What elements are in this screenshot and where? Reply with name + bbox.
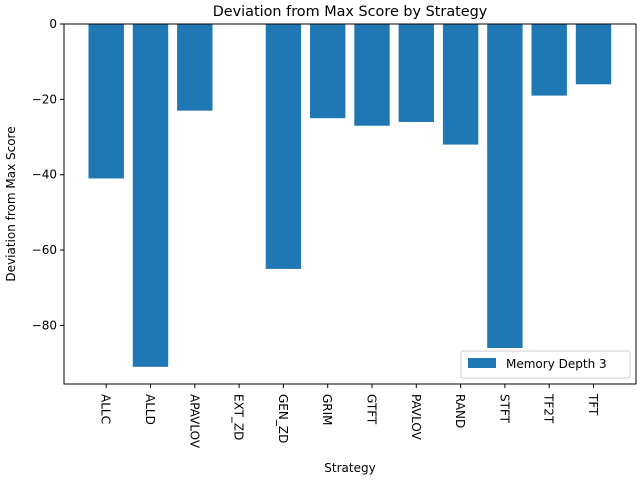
x-axis-title: Strategy <box>324 461 375 475</box>
x-tick-label: STFT <box>497 394 511 424</box>
bar-gtft <box>354 24 390 126</box>
bar-apavlov <box>177 24 213 111</box>
x-tick-label: GEN_ZD <box>276 394 290 443</box>
x-tick-label: TF2T <box>542 393 556 424</box>
x-tick-label: ALLD <box>143 394 157 425</box>
bars-group <box>88 24 612 367</box>
bar-alld <box>132 24 169 367</box>
y-tick-label: −40 <box>32 168 57 182</box>
y-tick-label: −20 <box>32 92 57 106</box>
x-tick-label: GRIM <box>320 394 334 426</box>
y-tick-label: −60 <box>32 243 57 257</box>
x-tick-label: PAVLOV <box>409 394 423 441</box>
bar-allc <box>88 24 124 179</box>
y-axis: 0 −20 −40 −60 −80 <box>32 17 64 332</box>
bar-stft <box>487 24 523 349</box>
x-tick-label: GTFT <box>365 394 379 425</box>
x-tick-label: RAND <box>453 394 467 428</box>
bar-grim <box>310 24 346 119</box>
bar-tf2t <box>531 24 567 96</box>
x-tick-label: EXT_ZD <box>232 394 246 440</box>
bar-tft <box>575 24 612 85</box>
legend: Memory Depth 3 <box>460 350 631 379</box>
x-tick-label: TFT <box>586 393 600 416</box>
bar-gen-zd <box>265 24 302 269</box>
legend-swatch <box>468 358 496 368</box>
bar-pavlov <box>398 24 434 122</box>
y-axis-title: Deviation from Max Score <box>4 126 18 281</box>
x-axis: ALLC ALLD APAVLOV EXT_ZD GEN_ZD GRIM GTFT PAVLO… <box>99 384 600 449</box>
chart-title: Deviation from Max Score by Strategy <box>213 4 488 20</box>
y-tick-label: 0 <box>49 17 57 31</box>
x-tick-label: APAVLOV <box>187 394 201 449</box>
legend-label: Memory Depth 3 <box>506 357 607 371</box>
x-tick-label: ALLC <box>99 394 113 424</box>
y-tick-label: −80 <box>32 318 57 332</box>
bar-rand <box>442 24 479 145</box>
legend-box <box>460 350 631 379</box>
plot-frame <box>63 23 637 385</box>
